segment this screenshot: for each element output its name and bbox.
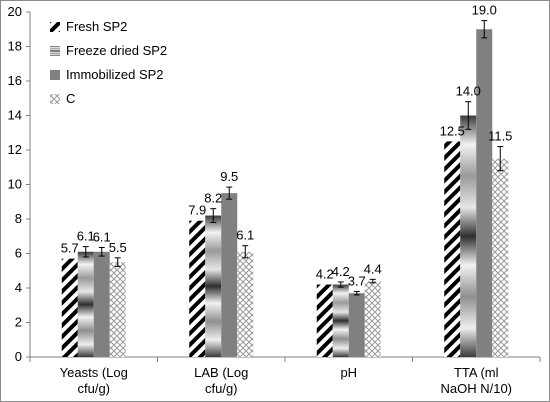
bar (77, 251, 94, 357)
y-tick-label: 14 (8, 108, 22, 123)
data-label: 6.1 (236, 228, 254, 243)
bars (61, 20, 509, 357)
data-label: 14.0 (456, 84, 481, 99)
data-label: 3.7 (348, 273, 366, 288)
data-label: 11.5 (488, 129, 512, 144)
x-tick-label: Yeasts (Log (60, 365, 128, 380)
y-tick-label: 2 (15, 315, 22, 330)
data-label: 6.1 (93, 229, 111, 244)
data-label: 4.2 (332, 264, 350, 279)
bar (364, 281, 381, 357)
x-tick-label: pH (340, 365, 357, 380)
data-labels: 5.76.16.15.57.98.29.56.14.24.23.74.412.5… (61, 3, 513, 289)
legend-swatch (50, 22, 60, 32)
bar (221, 193, 238, 357)
bar (348, 293, 365, 357)
y-tick-label: 10 (8, 177, 22, 192)
x-tick-label: LAB (Log (194, 365, 248, 380)
y-tick-label: 0 (15, 349, 22, 364)
data-label: 19.0 (472, 3, 497, 18)
x-tick-label: NaOH N/10) (440, 381, 512, 396)
y-tick-label: 16 (8, 73, 22, 88)
y-tick-label: 12 (8, 142, 22, 157)
bar (205, 215, 222, 357)
legend-label: Fresh SP2 (66, 19, 127, 34)
bar (460, 115, 477, 357)
x-tick-label: TTA (ml (454, 365, 499, 380)
y-tick-label: 4 (15, 280, 22, 295)
bar (61, 258, 78, 357)
y-tick-label: 6 (15, 246, 22, 261)
bar (237, 251, 254, 357)
bar (332, 284, 349, 357)
data-label: 9.5 (220, 169, 238, 184)
bar (93, 251, 110, 357)
data-label: 5.5 (109, 240, 127, 255)
bar (492, 158, 509, 357)
legend-label: Freeze dried SP2 (66, 43, 167, 58)
data-label: 4.2 (316, 267, 334, 282)
bar (476, 29, 493, 357)
x-tick-label: cfu/g) (205, 381, 238, 396)
bar (444, 141, 461, 357)
legend-label: C (66, 91, 75, 106)
legend-label: Immobilized SP2 (66, 67, 164, 82)
data-label: 5.7 (61, 241, 79, 256)
bar (189, 220, 206, 357)
data-label: 4.4 (364, 261, 382, 276)
data-label: 7.9 (188, 203, 206, 218)
data-label: 12.5 (440, 123, 465, 138)
legend-swatch (50, 70, 60, 80)
y-tick-label: 18 (8, 39, 22, 54)
x-tick-label: cfu/g) (77, 381, 110, 396)
legend: Fresh SP2 Freeze dried SP2 Immobilized SP2… (50, 19, 167, 106)
bar (109, 262, 126, 357)
legend-swatch (50, 94, 60, 104)
data-label: 6.1 (77, 229, 95, 244)
legend-swatch (50, 46, 60, 56)
y-tick-label: 20 (8, 4, 22, 19)
data-label: 8.2 (204, 191, 222, 206)
bar (316, 284, 333, 357)
y-tick-label: 8 (15, 211, 22, 226)
